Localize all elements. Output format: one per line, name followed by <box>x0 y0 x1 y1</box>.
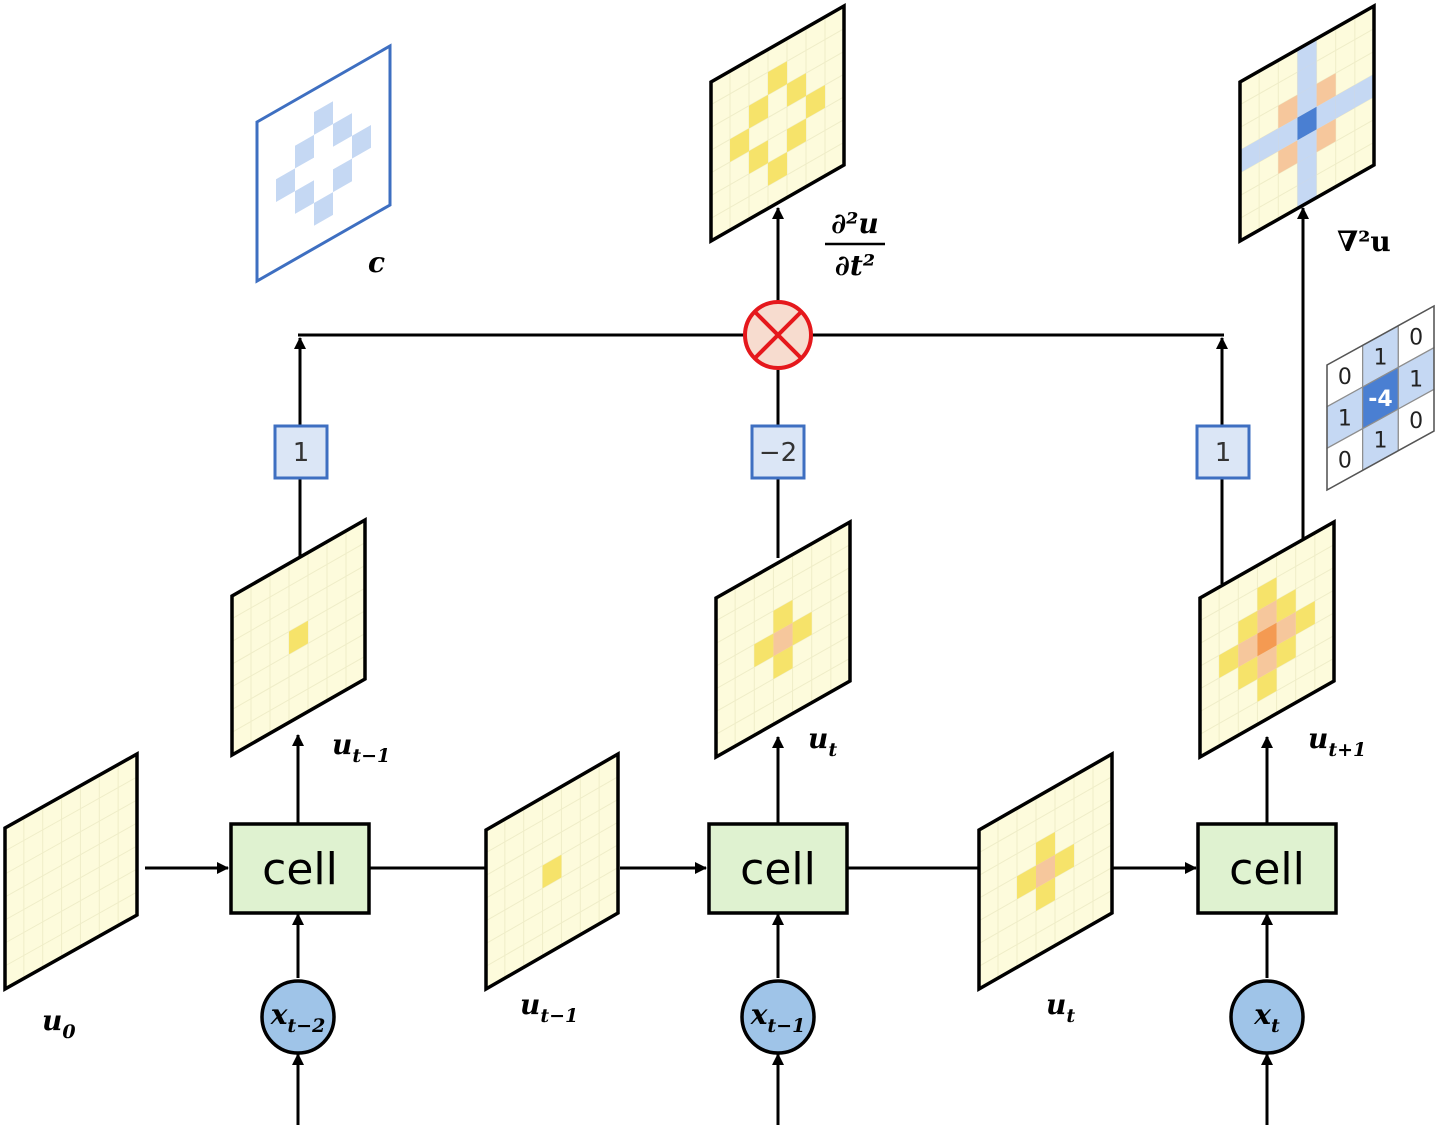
input-2-base: x <box>750 998 768 1031</box>
input-3-base: x <box>1253 998 1271 1031</box>
coefficient-2: −2 <box>759 438 797 468</box>
cell-1-label: cell <box>262 844 338 895</box>
kernel-cell: 1 <box>1374 429 1388 454</box>
svg-text:xt−1: xt−1 <box>750 998 806 1037</box>
input-node-1: xt−2 <box>260 979 336 1055</box>
cell-2-label: cell <box>740 844 816 895</box>
connectors <box>145 207 1309 1125</box>
d2u-frame <box>709 2 846 245</box>
output-label-1: ut−1 <box>332 728 390 767</box>
cell-3: cell <box>1196 822 1338 915</box>
output-frame-2 <box>714 518 852 761</box>
state-label-1: u0 <box>42 1004 76 1043</box>
coefficient-1: 1 <box>293 438 310 468</box>
coefficient-box-3: 1 <box>1195 424 1251 480</box>
input-1-base: x <box>270 998 288 1031</box>
output-label-3: ut+1 <box>1308 722 1366 761</box>
kernel-cell: 1 <box>1409 367 1423 392</box>
labels: u0 ut−1 ut ut−1 ut ut+1 c ∂²u ∂t² ∇²u <box>42 207 1391 1043</box>
state-label-2: ut−1 <box>520 988 578 1027</box>
cell-1: cell <box>229 822 371 915</box>
output-frame-1 <box>230 516 367 759</box>
multiply-icon <box>743 300 813 370</box>
kernel-cell: 0 <box>1338 365 1352 390</box>
state-frame-2 <box>484 750 620 993</box>
cell-3-label: cell <box>1229 844 1305 895</box>
kernel-cell: 0 <box>1409 326 1423 351</box>
d2u-denominator: ∂t² <box>835 249 875 282</box>
input-node-2: xt−1 <box>740 979 816 1055</box>
input-2-sub: t−1 <box>767 1015 805 1037</box>
kernel-cell: -4 <box>1368 387 1392 412</box>
svg-text:xt−2: xt−2 <box>270 998 326 1037</box>
laplacian-frame <box>1238 2 1376 245</box>
input-1-sub: t−2 <box>287 1015 325 1037</box>
coefficient-box-2: −2 <box>750 424 806 480</box>
d2u-numerator: ∂²u <box>831 207 879 240</box>
c-label: c <box>368 246 385 279</box>
kernel-cell: 1 <box>1374 345 1388 370</box>
laplacian-label: ∇²u <box>1337 225 1391 258</box>
kernel-cell: 1 <box>1338 407 1352 432</box>
state-frame-u0 <box>3 751 139 992</box>
coefficient-box-1: 1 <box>273 424 329 480</box>
state-label-3: ut <box>1046 988 1075 1027</box>
state-frame-3 <box>977 750 1114 993</box>
input-3-sub: t <box>1271 1015 1280 1037</box>
c-frame <box>255 43 392 284</box>
svg-text:xt: xt <box>1253 998 1280 1037</box>
input-node-3: xt <box>1229 979 1305 1055</box>
frames <box>3 2 1376 993</box>
kernel-cell: 0 <box>1338 448 1352 473</box>
kernel-cell: 0 <box>1409 409 1423 434</box>
coefficient-3: 1 <box>1215 438 1232 468</box>
output-frame-3 <box>1198 518 1336 761</box>
cell-2: cell <box>707 822 849 915</box>
output-label-2: ut <box>808 722 837 761</box>
